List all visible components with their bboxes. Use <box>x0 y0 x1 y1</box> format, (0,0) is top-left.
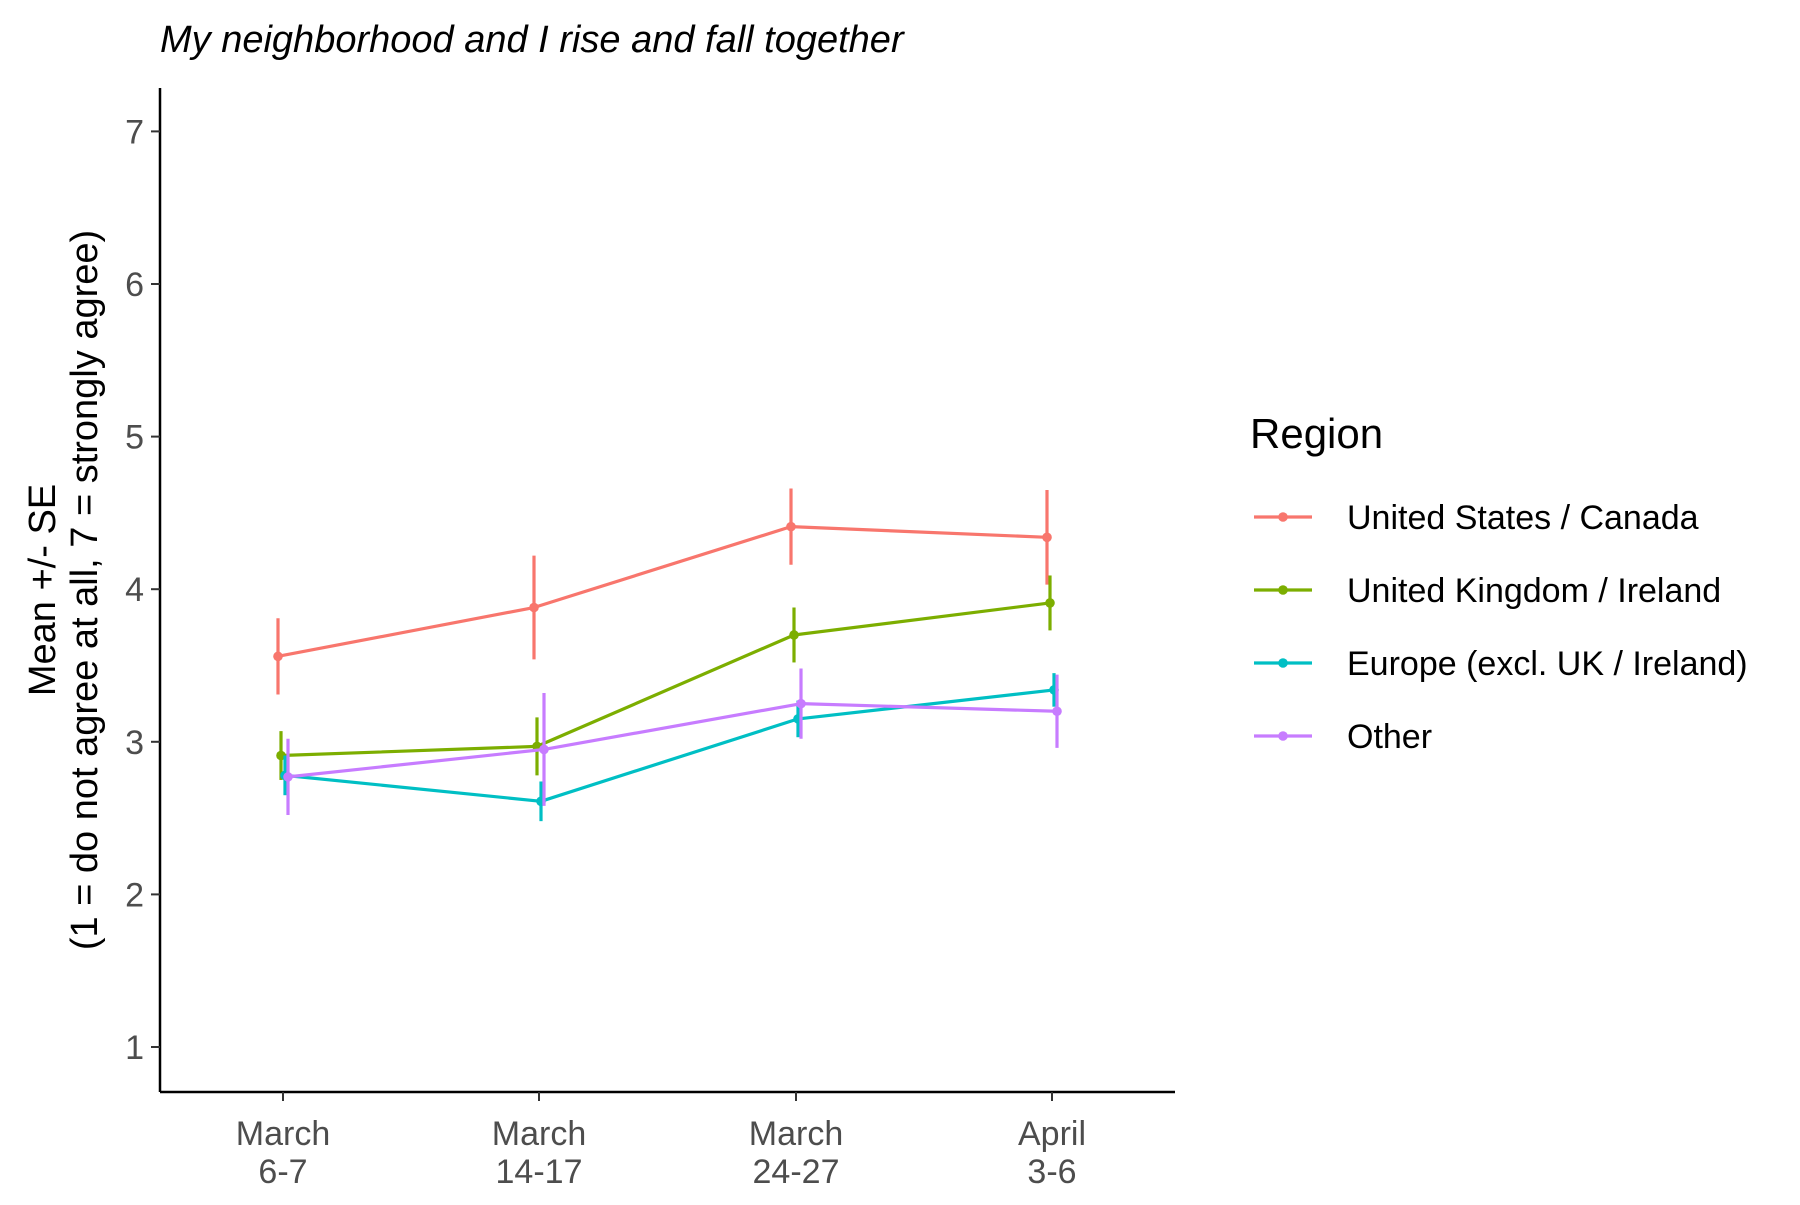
data-point <box>789 630 799 640</box>
data-point <box>1042 532 1052 543</box>
chart-title: My neighborhood and I rise and fall toge… <box>160 19 905 61</box>
data-point <box>273 651 283 662</box>
y-axis-title: Mean +/- SE <box>22 484 64 696</box>
data-point <box>1052 706 1062 717</box>
data-point <box>1045 598 1055 608</box>
legend-item: Other <box>1254 718 1432 756</box>
legend-key-point <box>1278 658 1288 668</box>
data-point <box>796 698 806 709</box>
legend-key-point <box>1278 731 1288 741</box>
x-tick-label: March <box>492 1115 586 1153</box>
y-tick-label: 3 <box>125 724 144 762</box>
series-line <box>280 601 1051 758</box>
y-axis-title: (1 = do not agree at all, 7 = strongly a… <box>64 230 106 950</box>
legend-label: Other <box>1347 718 1432 756</box>
x-tick-label: 14-17 <box>496 1153 583 1191</box>
series-3 <box>283 668 1062 816</box>
x-tick-label: March <box>236 1115 330 1153</box>
data-point <box>529 602 539 613</box>
legend-item: Europe (excl. UK / Ireland) <box>1254 645 1748 683</box>
y-tick-label: 4 <box>125 571 144 609</box>
series-1 <box>276 575 1055 780</box>
data-point <box>539 744 549 755</box>
axes: 1234567March6-7March14-17March24-27April… <box>22 88 1175 1191</box>
y-tick-label: 6 <box>125 266 144 304</box>
x-tick-label: March <box>749 1115 843 1153</box>
x-tick-label: 24-27 <box>753 1153 840 1191</box>
data-point <box>283 772 293 782</box>
data-point <box>786 521 796 532</box>
plot-area <box>273 488 1062 822</box>
y-tick-label: 2 <box>125 876 144 914</box>
legend-title: Region <box>1250 410 1383 457</box>
series-line <box>287 702 1058 779</box>
y-tick-label: 1 <box>125 1029 144 1067</box>
y-tick-label: 5 <box>125 419 144 457</box>
legend-label: United Kingdom / Ireland <box>1347 572 1721 610</box>
series-line <box>284 688 1055 803</box>
series-0 <box>273 488 1052 695</box>
legend-label: United States / Canada <box>1347 499 1699 537</box>
series-2 <box>280 673 1059 822</box>
x-tick-label: April <box>1018 1115 1086 1153</box>
series-line <box>277 525 1048 658</box>
legend-item: United States / Canada <box>1254 499 1699 537</box>
x-tick-label: 6-7 <box>258 1153 307 1191</box>
x-tick-label: 3-6 <box>1027 1153 1076 1191</box>
legend-key-point <box>1278 585 1288 595</box>
legend-label: Europe (excl. UK / Ireland) <box>1347 645 1748 683</box>
legend: Region United States / Canada United Kingd… <box>1250 410 1748 756</box>
y-tick-label: 7 <box>125 113 144 151</box>
legend-key-point <box>1278 512 1288 522</box>
legend-item: United Kingdom / Ireland <box>1254 572 1721 610</box>
